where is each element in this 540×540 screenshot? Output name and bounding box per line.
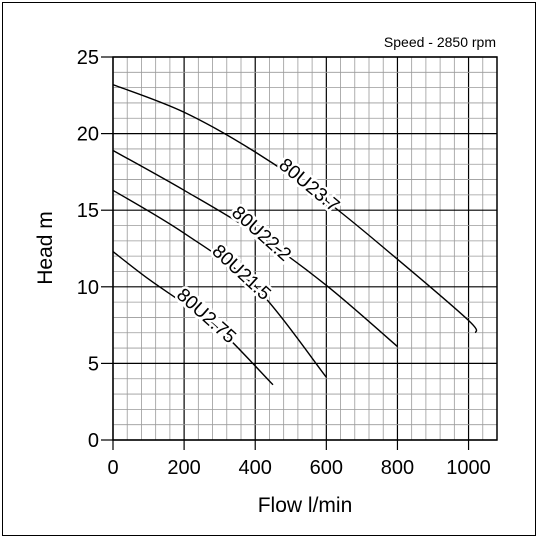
curves bbox=[112, 83, 478, 386]
curve-80u2-75 bbox=[112, 251, 274, 386]
chart-frame bbox=[2, 2, 536, 536]
y-tick-label: 10 bbox=[77, 277, 99, 299]
curve-80u21-5 bbox=[112, 189, 327, 378]
grid bbox=[112, 56, 498, 441]
y-tick-label: 5 bbox=[88, 353, 99, 375]
y-tick-label: 25 bbox=[77, 47, 99, 69]
x-tick-label: 200 bbox=[167, 457, 200, 479]
x-tick-label: 0 bbox=[107, 457, 118, 479]
y-tick-label: 20 bbox=[77, 124, 99, 146]
curve-80u23-7 bbox=[112, 83, 478, 334]
curve-label-80u2-75: 80U2.75 bbox=[172, 285, 240, 348]
x-axis-label: Flow l/min bbox=[258, 494, 353, 517]
tick-labels: 0 5 10 15 20 25 0 200 400 600 800 1000 bbox=[77, 47, 491, 479]
x-tick-label: 400 bbox=[239, 457, 272, 479]
x-tick-label: 1000 bbox=[446, 457, 491, 479]
x-tick-label: 800 bbox=[381, 457, 414, 479]
curve-80u22-2 bbox=[112, 149, 398, 348]
y-tick-label: 0 bbox=[88, 430, 99, 452]
y-axis-label: Head m bbox=[34, 211, 57, 285]
x-tick-label: 600 bbox=[310, 457, 343, 479]
plot-border bbox=[112, 56, 498, 441]
speed-annotation: Speed - 2850 rpm bbox=[384, 34, 496, 50]
y-tick-label: 15 bbox=[77, 200, 99, 222]
